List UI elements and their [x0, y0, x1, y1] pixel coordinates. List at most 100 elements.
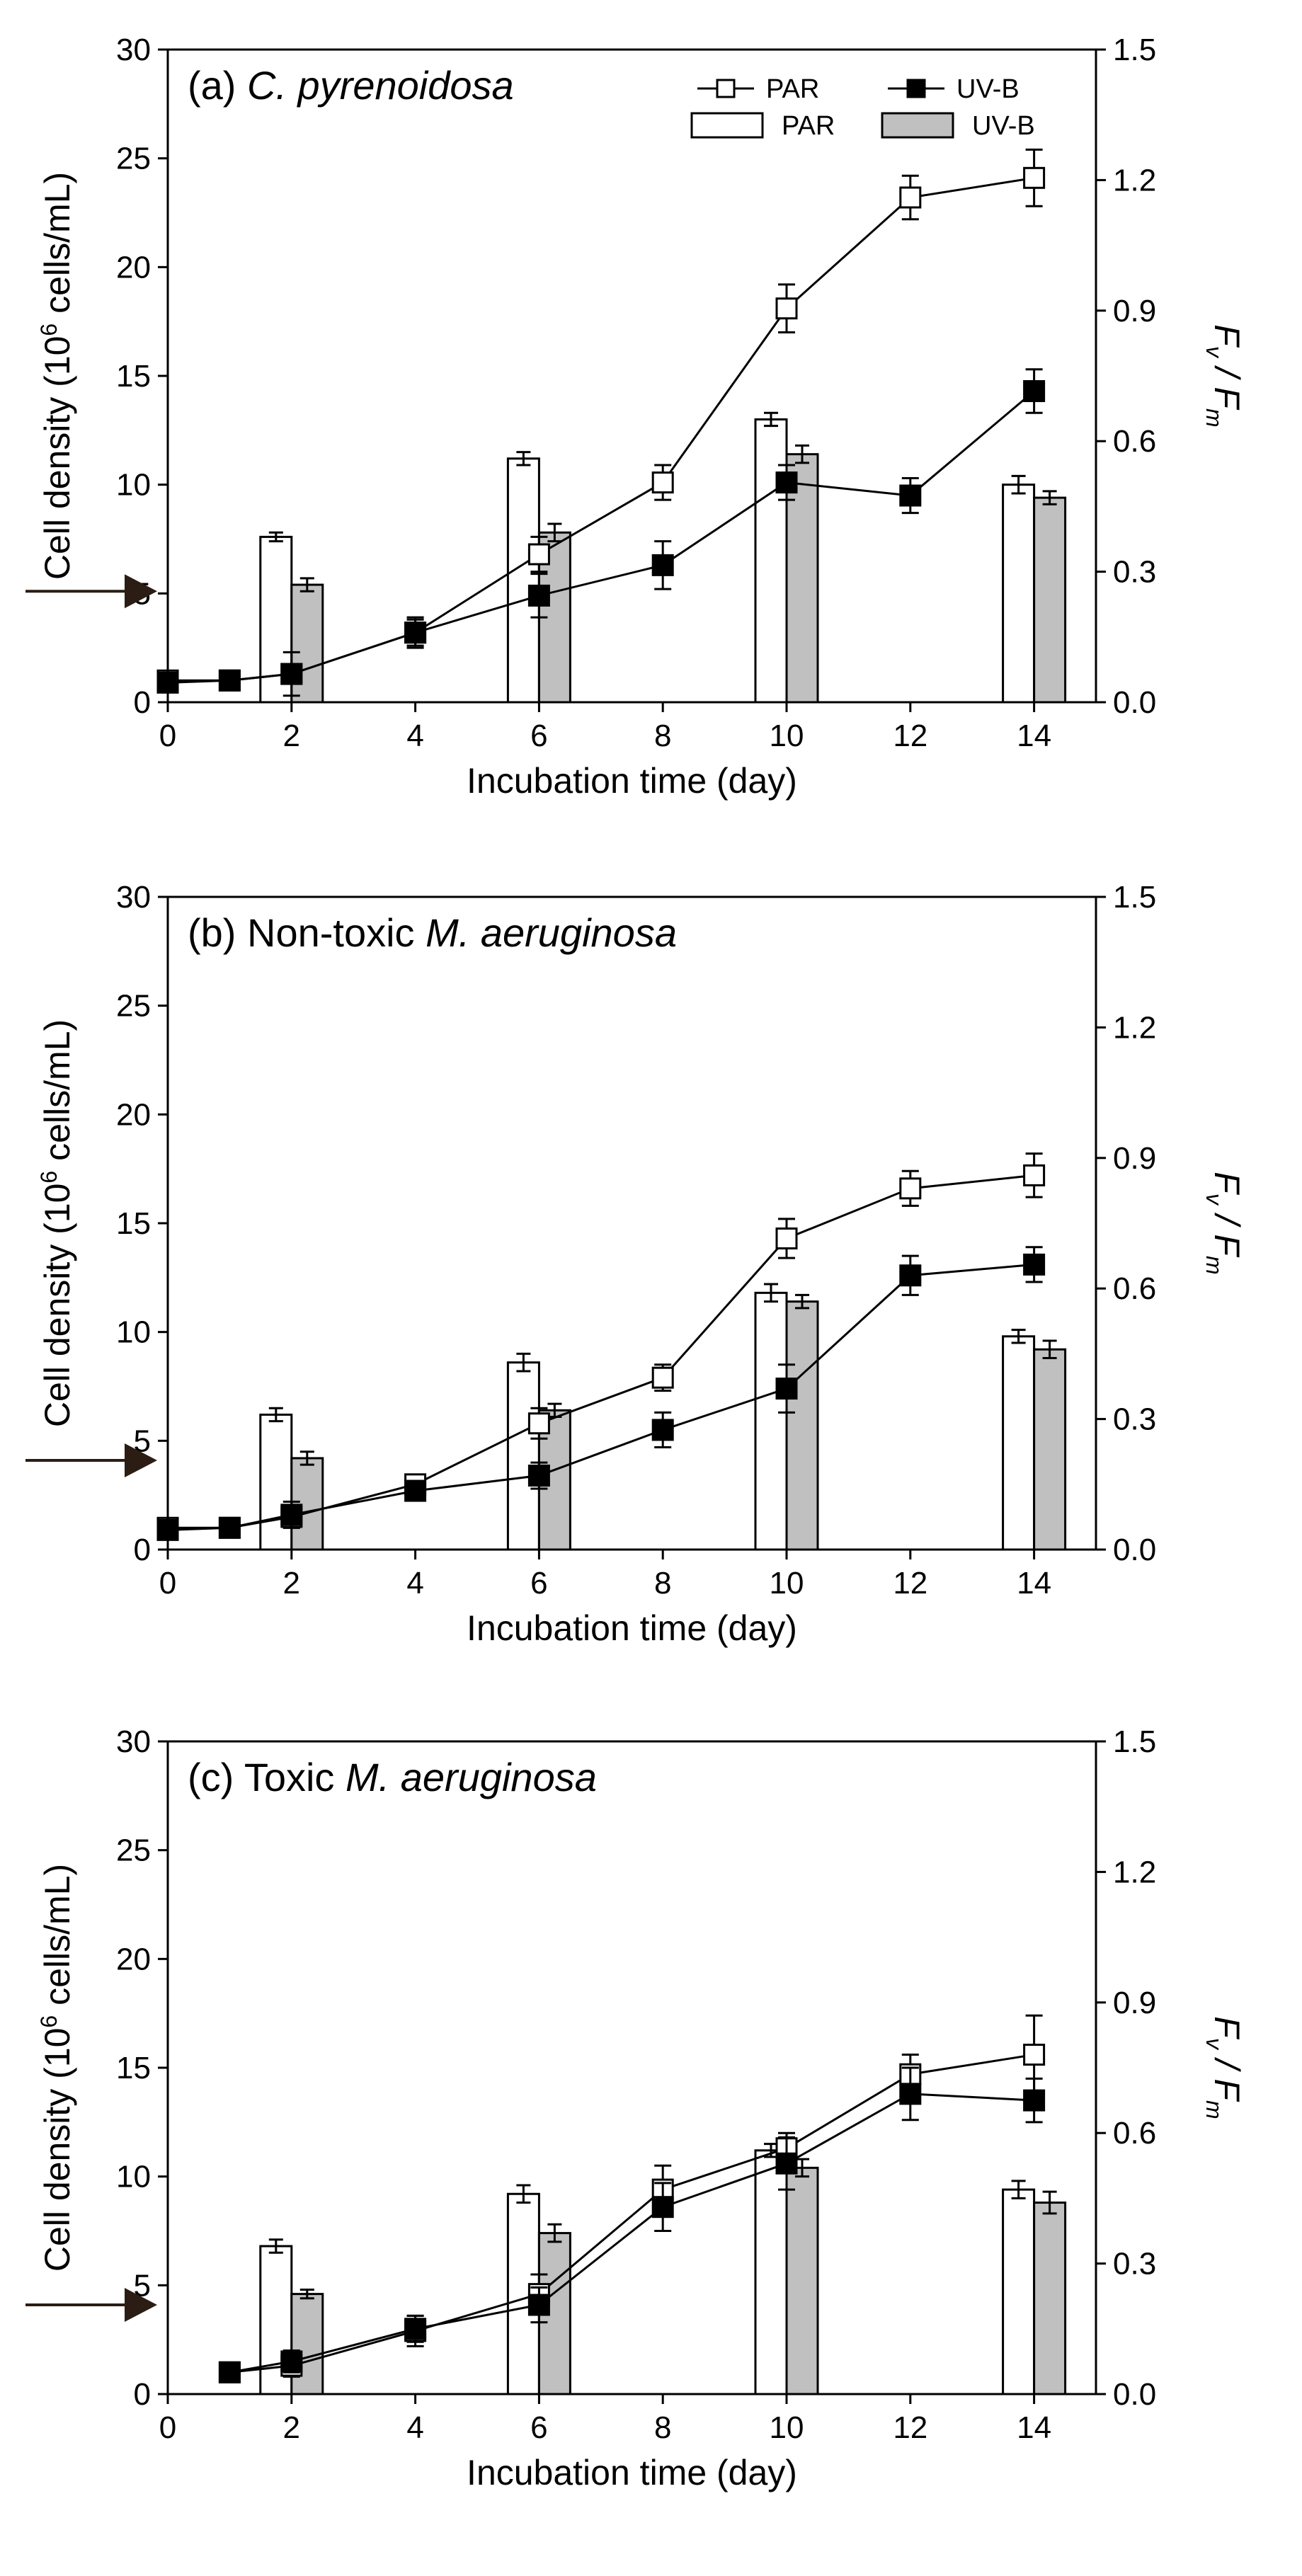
data-point-uvb-day-4	[404, 1479, 427, 1502]
x-axis-label: Incubation time (day)	[467, 761, 797, 801]
data-point-uvb-day-10	[775, 2152, 798, 2175]
bar-uvb-day-14	[1033, 1348, 1067, 1551]
y-right-tick-label: 0.0	[1113, 685, 1156, 720]
bar-error-bar	[268, 1407, 283, 1423]
bar-par-day-2	[259, 1413, 293, 1551]
bar-error-bar	[1011, 1329, 1026, 1344]
panel-title: (a) C. pyrenoidosa	[188, 63, 514, 108]
y-left-tick-label: 25	[116, 989, 151, 1024]
bar-error-bar	[299, 1450, 314, 1466]
data-point-par-day-8	[651, 1366, 674, 1389]
x-tick-label: 10	[770, 1566, 804, 1601]
bar-par-day-10	[754, 2149, 788, 2395]
bar-error-bar	[516, 2184, 531, 2204]
y-left-tick-label: 15	[116, 2051, 151, 2085]
bar-par-day-6	[506, 1361, 540, 1551]
x-tick-label: 12	[893, 719, 927, 753]
data-point-uvb-day-2	[280, 663, 303, 685]
y-left-tick-label: 15	[116, 1206, 151, 1241]
bar-uvb-day-2	[290, 2293, 324, 2395]
y-right-tick-label: 0.9	[1113, 1141, 1156, 1176]
legend-uvb-bar-label: UV-B	[972, 111, 1035, 141]
bar-error-bar	[1042, 490, 1057, 505]
bar-series	[259, 411, 1067, 704]
y-left-tick-label: 30	[116, 1724, 151, 1759]
data-point-uvb-day-1	[218, 1516, 241, 1539]
data-point-uvb-day-8	[651, 1419, 674, 1441]
y-left-tick-label: 30	[116, 33, 151, 67]
bar-error-bar	[795, 444, 809, 464]
data-point-uvb-day-12	[899, 1264, 922, 1287]
x-axis-label: Incubation time (day)	[467, 1608, 797, 1648]
x-tick-label: 0	[159, 2410, 176, 2445]
y-right-tick-label: 0.0	[1113, 2377, 1156, 2412]
series-line	[229, 2093, 1034, 2374]
bar-par-day-10	[754, 1291, 788, 1551]
y-right-tick-label: 0.3	[1113, 1402, 1156, 1437]
x-tick-label: 2	[283, 1566, 300, 1601]
bar-uvb-day-10	[785, 1300, 819, 1551]
x-tick-label: 4	[406, 1566, 423, 1601]
x-tick-label: 4	[406, 719, 423, 753]
y-left-axis-label: Cell density (106 cells/mL)	[36, 172, 77, 580]
chart-panel-1: 024681012140510152025300.00.30.60.91.21.…	[25, 33, 1247, 801]
y-left-tick-label: 10	[116, 468, 151, 503]
bar-uvb-day-14	[1033, 2202, 1067, 2395]
data-point-par-day-14	[1023, 2044, 1046, 2066]
y-right-tick-label: 0.0	[1113, 1533, 1156, 1567]
y-right-tick-label: 0.3	[1113, 555, 1156, 590]
x-tick-label: 6	[530, 1566, 547, 1601]
bar-uvb-day-14	[1033, 496, 1067, 704]
y-left-tick-label: 25	[116, 1833, 151, 1868]
x-tick-label: 6	[530, 719, 547, 753]
x-tick-label: 4	[406, 2410, 423, 2445]
data-point-uvb-day-10	[775, 1378, 798, 1400]
y-right-tick-label: 0.9	[1113, 294, 1156, 328]
line-series-par	[218, 2014, 1046, 2383]
bar-error-bar	[299, 577, 314, 593]
legend-uvb-line-label: UV-B	[956, 74, 1020, 104]
data-point-par-day-10	[775, 1227, 798, 1250]
y-left-tick-label: 10	[116, 1315, 151, 1350]
data-point-uvb-day-8	[651, 2196, 674, 2219]
data-point-par-day-10	[775, 297, 798, 320]
data-point-uvb-day-12	[899, 2083, 922, 2105]
y-left-tick-label: 15	[116, 359, 151, 394]
y-right-tick-label: 0.9	[1113, 1986, 1156, 2020]
inoculation-arrow-icon	[125, 1443, 157, 1477]
data-point-uvb-day-2	[280, 2350, 303, 2373]
data-point-par-day-12	[899, 186, 922, 209]
line-series-uvb	[156, 1246, 1046, 1541]
y-left-tick-label: 0	[134, 685, 151, 720]
y-right-tick-label: 0.6	[1113, 1271, 1156, 1306]
bar-par-day-6	[506, 457, 540, 704]
data-point-uvb-day-14	[1023, 2089, 1046, 2112]
bar-error-bar	[516, 451, 531, 466]
bar-par-day-14	[1002, 1335, 1036, 1551]
legend-par-bar-label: PAR	[782, 111, 835, 141]
inoculation-arrow-icon	[125, 574, 157, 609]
legend-par-bar	[690, 112, 764, 139]
bar-par-day-14	[1002, 483, 1036, 704]
y-right-axis-label: Fv / Fm	[1201, 1172, 1247, 1274]
x-tick-label: 8	[654, 1566, 671, 1601]
legend-par-line-label: PAR	[766, 74, 819, 104]
data-point-par-day-14	[1023, 166, 1046, 189]
y-right-tick-label: 1.5	[1113, 1724, 1156, 1759]
legend: PAR UV-B PAR UV-B	[690, 74, 1035, 141]
y-left-tick-label: 25	[116, 142, 151, 176]
y-left-tick-label: 20	[116, 1097, 151, 1132]
line-series-uvb	[218, 2066, 1046, 2383]
data-point-uvb-day-12	[899, 484, 922, 507]
data-point-par-day-14	[1023, 1164, 1046, 1186]
data-point-uvb-day-6	[527, 1465, 550, 1487]
y-left-tick-label: 20	[116, 250, 151, 285]
legend-uvb-bar	[881, 112, 954, 139]
legend-par-marker	[716, 79, 736, 98]
chart-panel-3: 0 2 4 6 8 10 12 140510152025300.00.30.60.91.21.…	[25, 1724, 1247, 2492]
data-point-uvb-day-14	[1023, 380, 1046, 403]
y-right-axis-label: Fv / Fm	[1201, 324, 1247, 427]
bar-error-bar	[268, 2238, 283, 2254]
y-right-axis-label: Fv / Fm	[1201, 2016, 1247, 2119]
y-left-tick-label: 20	[116, 1942, 151, 1976]
